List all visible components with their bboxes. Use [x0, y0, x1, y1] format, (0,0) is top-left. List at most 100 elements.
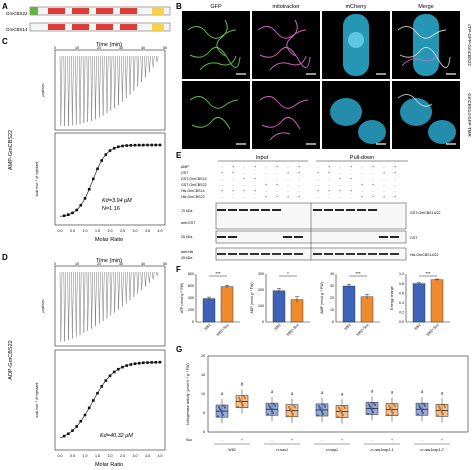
d-time-tick: 40	[141, 262, 145, 266]
f-xcat: W82+Suc	[216, 323, 230, 337]
c-isotherm-point	[108, 149, 112, 152]
panel-c-letter: C	[2, 37, 8, 46]
g-point	[340, 410, 343, 413]
e-sign: +	[317, 171, 319, 175]
f-ytick: 0.6	[399, 291, 404, 295]
c-top-ylabel: μcal/sec	[41, 83, 45, 96]
f-ytick: 0	[262, 320, 264, 324]
e-band-his	[335, 253, 344, 255]
g-point	[368, 403, 371, 406]
e-row-label: GST-GmCBS22	[181, 183, 207, 187]
f-ytick: 1.0	[399, 272, 404, 276]
e-sign: -	[287, 177, 289, 181]
e-sign: -	[394, 177, 396, 181]
panel-f-letter: F	[176, 265, 181, 274]
g-point	[238, 396, 241, 399]
e-band-his	[283, 253, 292, 255]
e-mw-45: 45 kDa	[181, 256, 192, 260]
f-bar	[430, 279, 444, 323]
f-xcat: W82+Suc	[286, 323, 300, 337]
c-time-tick: 50	[163, 46, 167, 50]
col-label-mitotracker: mitotracker	[272, 4, 299, 10]
g-point	[293, 404, 296, 407]
construct-label-gmcbs14: GmCBS14	[6, 27, 28, 32]
e-sign: +	[287, 195, 289, 199]
d-isotherm-point	[158, 360, 162, 364]
g-suc-sign: -	[221, 438, 223, 442]
e-sign: +	[328, 171, 330, 175]
e-sign: +	[350, 165, 352, 169]
g-point	[367, 412, 370, 415]
g-point	[437, 414, 440, 417]
f-ytick: 20	[330, 296, 334, 300]
c-isotherm-point	[83, 197, 87, 200]
g-point	[423, 402, 426, 405]
g-suc-sign: +	[241, 438, 243, 442]
e-sign: -	[298, 183, 300, 187]
g-point	[242, 404, 245, 407]
e-sign: -	[232, 183, 234, 187]
e-section-input: Input	[256, 155, 269, 161]
f-ytick: 200	[188, 308, 194, 312]
e-sign: +	[361, 183, 363, 187]
panel-a-letter: A	[2, 2, 8, 11]
g-point	[268, 404, 271, 407]
f-ytick: 0	[192, 320, 194, 324]
c-isotherm-point	[121, 144, 124, 148]
e-sign: -	[276, 189, 278, 193]
g-point	[274, 404, 277, 407]
panel-b-microscopy-grid: GFP mitotracker mCherry Merge	[182, 4, 472, 149]
g-suc-sign: +	[391, 438, 393, 442]
g-ytick: 10	[201, 392, 205, 396]
g-group-label: cr-nas1	[276, 448, 288, 452]
e-band-his	[324, 253, 333, 255]
panel-g-letter: G	[176, 345, 182, 354]
g-sig-letter: b	[241, 382, 244, 387]
e-sign: -	[383, 183, 385, 187]
d-time-tick: 20	[97, 262, 101, 266]
c-isotherm-point	[154, 143, 158, 147]
g-point	[320, 408, 323, 411]
e-sign: -	[265, 189, 267, 193]
e-sign: +	[232, 171, 234, 175]
g-point	[341, 412, 344, 415]
g-point	[343, 405, 346, 408]
e-sign: +	[298, 165, 300, 169]
e-sign: -	[350, 183, 352, 187]
e-sign: -	[372, 177, 374, 181]
d-isotherm-point	[108, 374, 112, 378]
e-band-gst	[390, 236, 399, 238]
e-sign: +	[350, 177, 352, 181]
e-sign: +	[361, 195, 363, 199]
g-point	[344, 407, 347, 410]
e-band-gst	[294, 236, 303, 238]
e-sign: +	[317, 189, 319, 193]
e-band-his	[357, 253, 366, 255]
e-sign: -	[383, 189, 385, 193]
d-bottom-ylabel: kcal mol⁻¹ of injectant	[35, 383, 39, 418]
g-point	[240, 400, 243, 403]
g-point	[272, 412, 275, 415]
e-band-label-gst: GST	[410, 236, 418, 240]
e-sign: -	[361, 171, 363, 175]
d-xtick-label: 2.5	[120, 454, 125, 458]
e-sign: -	[317, 183, 319, 187]
e-row-label: His-GmCBS14	[181, 189, 205, 193]
d-isotherm-point	[133, 362, 137, 365]
g-sig-letter: a	[271, 389, 274, 394]
e-sign: -	[287, 189, 289, 193]
f-bar	[360, 296, 374, 323]
g-point	[222, 413, 225, 416]
d-top-ylabel: μcal/sec	[41, 299, 45, 312]
e-blot-label-gst: anti-GST	[181, 221, 196, 225]
d-isotherm-point	[112, 370, 116, 374]
f-sig: *	[287, 271, 289, 276]
e-sign: -	[298, 177, 300, 181]
d-isotherm-point	[150, 361, 153, 364]
c-isotherm-point	[117, 145, 120, 149]
c-isotherm-point	[67, 213, 70, 216]
g-sig-letter: a	[421, 389, 424, 394]
d-isotherm-point	[104, 379, 108, 382]
c-xtick-label: 2.5	[120, 229, 125, 233]
e-mw-25: 25 kDa	[181, 235, 192, 239]
